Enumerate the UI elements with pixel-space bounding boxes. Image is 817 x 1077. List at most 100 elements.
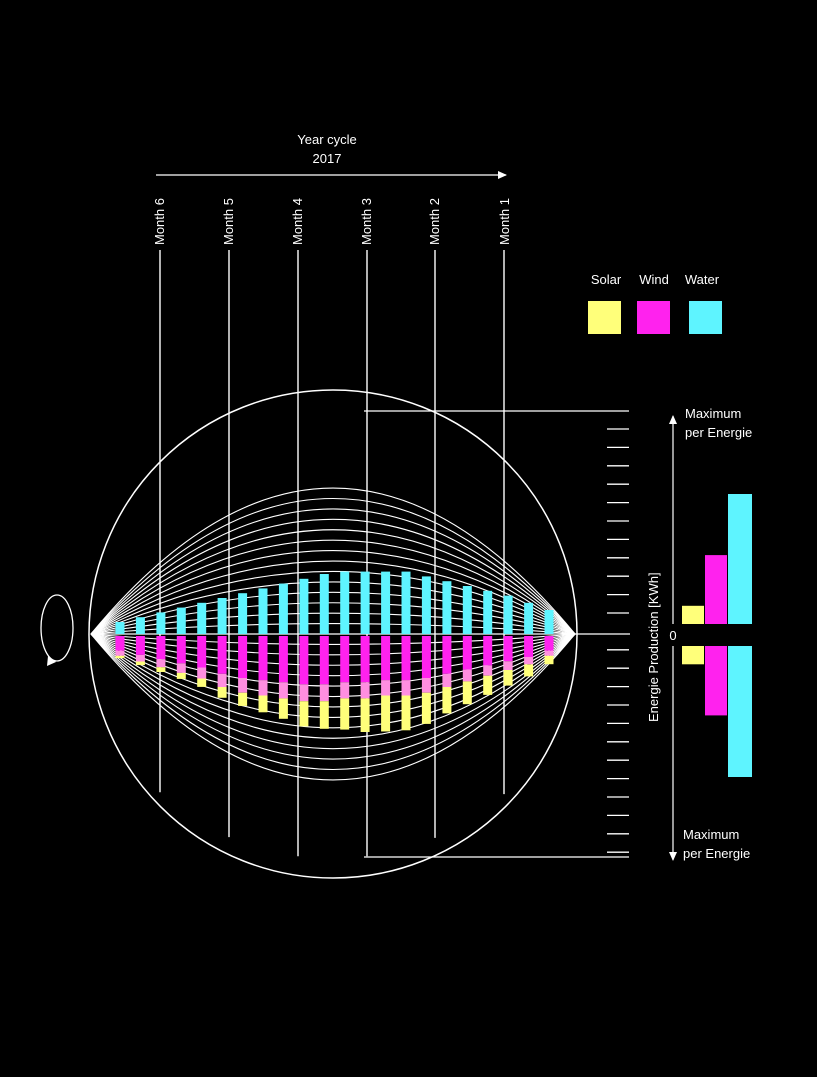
wind-bar-light [278,682,288,699]
wind-bar [544,636,554,651]
month-label: Month 3 [359,198,374,245]
wind-bar [135,636,145,655]
latitude-curve [90,508,576,635]
month-label: Month 2 [427,198,442,245]
legend-solar-swatch [588,301,621,334]
month-label: Month 1 [497,198,512,245]
wind-bar-light [156,659,166,668]
wind-bar [115,636,125,651]
water-bar [401,571,411,634]
wind-bar-light [442,673,452,687]
solar-bar [360,698,370,732]
water-bar [217,598,227,634]
latitude-curve [90,633,576,771]
axis-top-label-2: per Energie [685,425,752,440]
wind-bar [442,636,452,674]
water-bar [340,571,350,634]
wind-bar [197,636,207,668]
water-bar [258,588,268,634]
wind-bar [340,636,350,683]
axis-zero-label: 0 [669,628,676,643]
wind-bar [462,636,472,670]
latitude-curve [90,497,576,635]
diagram-year: 2017 [313,151,342,166]
solar-bar [217,687,227,698]
water-bar [299,578,309,634]
legend-bar-water-top [728,494,752,624]
wind-bar-light [135,654,145,662]
solar-bar [462,681,472,705]
axis-top-label-1: Maximum [685,406,741,421]
wind-bar-light [524,657,534,665]
solar-bar [176,672,186,679]
solar-bar [442,687,452,714]
wind-bar-light [258,680,268,696]
solar-bar [238,692,248,706]
wind-bar-light [544,650,554,656]
rotate-arrow-icon [40,594,74,666]
water-bar [462,586,472,634]
water-bar [421,576,431,634]
wind-bar-light [360,682,370,699]
wind-bar-light [176,663,186,673]
wind-bar [258,636,268,681]
wind-bar [360,636,370,683]
water-bar [197,602,207,634]
water-bar [360,571,370,634]
wind-bar [421,636,431,678]
water-bar [381,571,391,634]
latitude-curve [90,539,576,635]
wind-bar-light [299,684,309,702]
water-bar [319,574,329,634]
water-bar [503,595,513,634]
wind-bar [503,636,513,662]
solar-bar [340,698,350,730]
wind-bar [401,636,411,681]
solar-bar [197,678,207,687]
wind-bar [319,636,329,685]
wind-bar-light [115,650,125,656]
solar-bar [258,695,268,713]
latitude-curve [90,633,576,750]
diagram-title: Year cycle [297,132,357,147]
solar-bar [319,701,329,729]
month-lines [159,250,505,857]
wind-bar [156,636,166,660]
water-bar [135,617,145,634]
axis-title: Energie Production [KWh] [646,572,661,722]
energy-bars [115,571,554,732]
water-bar [238,593,248,634]
water-bar [156,612,166,634]
latitude-curve [90,633,576,781]
wind-bar-light [238,678,248,693]
latitude-curve [90,550,576,635]
axis-bottom-label-2: per Energie [683,846,750,861]
wind-bar-light [421,678,431,693]
wind-bar-light [319,684,329,702]
solar-bar [135,661,145,666]
wind-bar [381,636,391,681]
legend-water-swatch [689,301,722,334]
solar-bar [115,655,125,659]
month-labels: Month 6 Month 5 Month 4 Month 3 Month 2 … [152,198,512,245]
latitude-curve [90,529,576,635]
solar-bar [156,667,166,672]
month-label: Month 6 [152,198,167,245]
wind-bar-light [483,665,493,676]
solar-bar [299,701,309,727]
month-label: Month 5 [221,198,236,245]
legend-solar-label: Solar [591,272,622,287]
water-bar [442,581,452,634]
wind-bar-light [503,661,513,670]
legend-wind-swatch [637,301,670,334]
month-label: Month 4 [290,198,305,245]
wind-bar [217,636,227,674]
latitude-curve [90,518,576,635]
water-bar [483,590,493,634]
wind-bar [524,636,534,657]
legend-bar-solar-top [682,605,704,624]
water-bar [115,622,125,634]
solar-bar [524,664,534,677]
wind-bar-light [462,669,472,682]
